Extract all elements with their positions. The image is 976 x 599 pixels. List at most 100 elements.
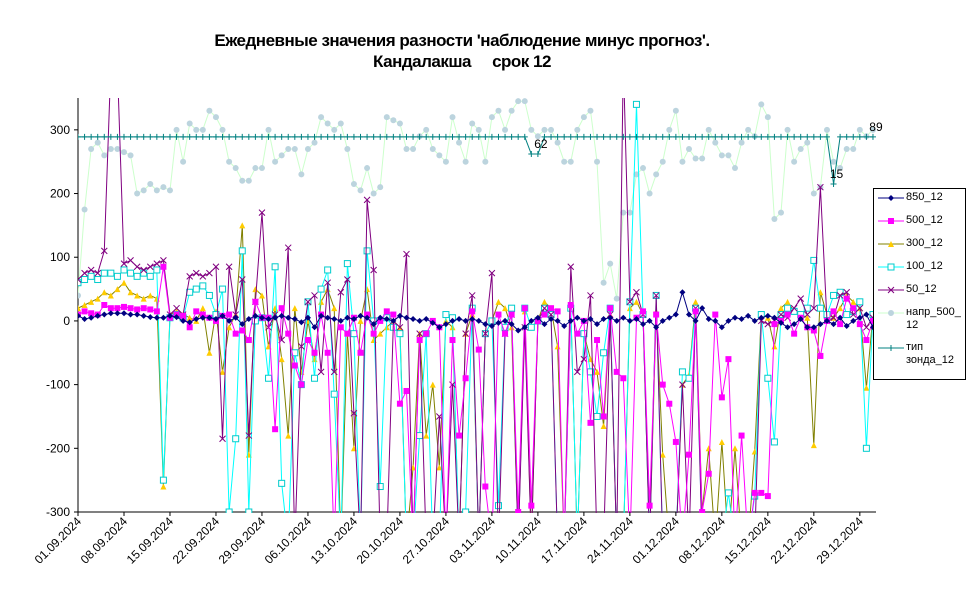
marker (573, 368, 581, 376)
marker (285, 314, 292, 321)
marker (567, 302, 574, 308)
marker (653, 133, 660, 140)
marker (219, 285, 227, 293)
marker (173, 133, 180, 140)
marker (804, 314, 811, 321)
marker (134, 190, 141, 197)
marker (587, 133, 594, 140)
marker (567, 158, 574, 165)
marker (311, 292, 318, 299)
marker (245, 177, 252, 184)
marker (528, 317, 535, 324)
marker (803, 311, 811, 318)
marker (101, 311, 108, 318)
marker (78, 276, 82, 283)
marker (508, 133, 515, 140)
marker (173, 126, 180, 133)
marker (442, 321, 449, 328)
marker (502, 305, 509, 312)
marker (291, 305, 298, 312)
marker (869, 133, 876, 140)
marker (278, 305, 285, 312)
marker (580, 317, 587, 324)
legend-swatch (878, 195, 904, 201)
marker (672, 438, 679, 445)
marker (442, 133, 449, 140)
marker (626, 298, 634, 306)
marker (495, 319, 502, 326)
marker (304, 145, 311, 152)
marker (363, 247, 371, 255)
marker (81, 276, 89, 284)
marker (186, 272, 194, 280)
marker (705, 445, 712, 452)
marker (245, 316, 252, 323)
marker (107, 133, 114, 140)
marker (100, 247, 108, 255)
marker (344, 276, 351, 283)
x-tick-label: 29.09.2024 (216, 514, 269, 567)
marker (791, 321, 798, 328)
marker (817, 321, 824, 328)
marker (725, 356, 732, 363)
marker (462, 133, 469, 140)
marker (272, 314, 279, 321)
marker (718, 394, 725, 401)
marker (718, 438, 725, 445)
marker (705, 126, 712, 133)
marker (527, 323, 535, 331)
marker (127, 289, 134, 296)
marker (258, 314, 265, 321)
marker (548, 305, 555, 312)
marker (502, 133, 509, 140)
marker (633, 171, 640, 178)
marker (771, 133, 778, 140)
marker (666, 133, 673, 140)
marker (127, 269, 135, 277)
marker (226, 317, 233, 324)
marker (804, 139, 811, 146)
marker (738, 139, 745, 146)
legend-marker (888, 218, 894, 224)
marker (810, 304, 818, 312)
marker (291, 316, 298, 323)
marker (790, 304, 798, 312)
marker (856, 304, 864, 312)
marker (449, 381, 456, 388)
marker (166, 312, 173, 319)
marker (396, 400, 403, 407)
x-tick-label: 08.12.2024 (676, 514, 729, 567)
marker (318, 298, 325, 305)
marker (620, 209, 627, 216)
marker (114, 305, 121, 312)
marker (330, 390, 338, 398)
marker (114, 145, 121, 152)
marker (265, 316, 272, 323)
marker (318, 133, 325, 140)
marker (541, 304, 548, 312)
marker (554, 317, 561, 324)
marker (836, 292, 844, 299)
marker (350, 316, 357, 323)
marker (278, 152, 285, 159)
marker (554, 343, 561, 350)
marker (600, 413, 607, 420)
marker (456, 316, 463, 323)
legend-item: 850_12 (876, 191, 965, 205)
marker (495, 298, 502, 305)
marker (311, 139, 318, 146)
chart-title: Ежедневные значения разности 'наблюдение… (214, 31, 709, 50)
marker (337, 120, 344, 127)
marker (159, 476, 167, 484)
marker (462, 158, 469, 165)
marker (324, 314, 331, 321)
marker (528, 541, 534, 547)
marker (239, 321, 246, 328)
marker (180, 317, 187, 324)
marker (816, 304, 824, 312)
marker (212, 316, 219, 323)
marker (469, 308, 476, 315)
marker (219, 435, 226, 443)
marker (554, 139, 561, 146)
marker (646, 502, 653, 509)
